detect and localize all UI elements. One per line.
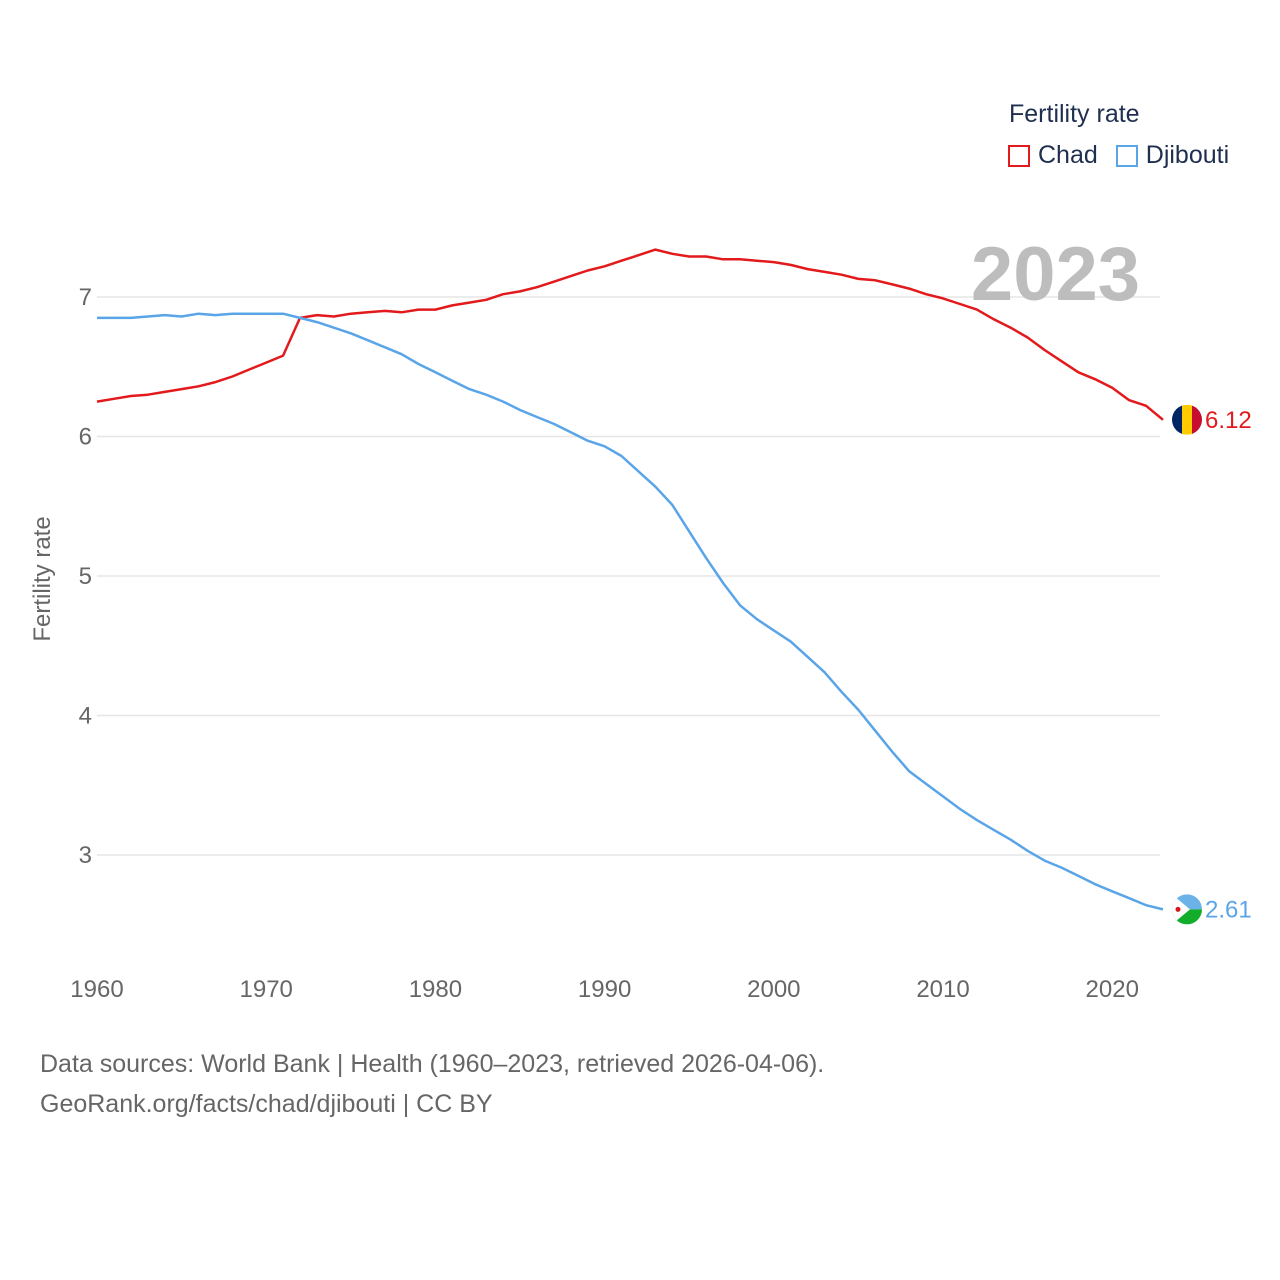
series-lines bbox=[96, 248, 1164, 911]
footer-link[interactable]: GeoRank.org/facts/chad/djibouti | CC BY bbox=[40, 1090, 493, 1118]
legend-label-chad: Chad bbox=[1038, 141, 1098, 169]
series-end-markers: 6.12 2.61 bbox=[1172, 404, 1252, 925]
legend-item-djibouti[interactable]: Djibouti bbox=[1115, 141, 1230, 170]
flag-icon-djibouti bbox=[1172, 894, 1202, 925]
end-value-label-chad: 6.12 bbox=[1205, 407, 1252, 434]
end-value-label-djibouti: 2.61 bbox=[1205, 896, 1252, 923]
legend-swatch-djibouti bbox=[1115, 144, 1138, 167]
y-tick-label: 7 bbox=[79, 284, 92, 311]
x-tick-label: 2010 bbox=[916, 976, 969, 1003]
legend-label-djibouti: Djibouti bbox=[1145, 141, 1230, 169]
x-tick-label: 1960 bbox=[70, 976, 123, 1003]
y-axis-label: Fertility rate bbox=[29, 516, 56, 641]
series-line-djibouti[interactable] bbox=[97, 312, 1164, 911]
x-tick-label: 1970 bbox=[240, 976, 293, 1003]
y-tick-label: 6 bbox=[79, 424, 92, 451]
x-tick-label: 1980 bbox=[409, 976, 462, 1003]
x-tick-label: 2020 bbox=[1086, 976, 1139, 1003]
y-axis-ticks: 3 4 5 6 7 bbox=[79, 284, 92, 869]
grid-lines bbox=[97, 296, 1160, 856]
y-tick-label: 4 bbox=[79, 703, 92, 730]
y-tick-label: 5 bbox=[79, 563, 92, 590]
legend-item-chad[interactable]: Chad bbox=[1008, 141, 1098, 170]
footer: Data sources: World Bank | Health (1960–… bbox=[40, 1044, 824, 1124]
x-axis-ticks: 1960 1970 1980 1990 2000 2010 2020 bbox=[70, 976, 1139, 1003]
legend-swatch-chad bbox=[1008, 144, 1030, 167]
legend: Chad Djibouti bbox=[1008, 141, 1247, 170]
flag-icon-chad bbox=[1172, 404, 1202, 435]
footer-sources: Data sources: World Bank | Health (1960–… bbox=[40, 1050, 825, 1078]
year-label: 2023 bbox=[971, 232, 1140, 317]
y-tick-label: 3 bbox=[79, 842, 92, 869]
legend-title: Fertility rate bbox=[1009, 100, 1140, 128]
x-tick-label: 1990 bbox=[578, 976, 631, 1003]
series-line-chad[interactable] bbox=[96, 248, 1164, 421]
x-tick-label: 2000 bbox=[747, 976, 800, 1003]
